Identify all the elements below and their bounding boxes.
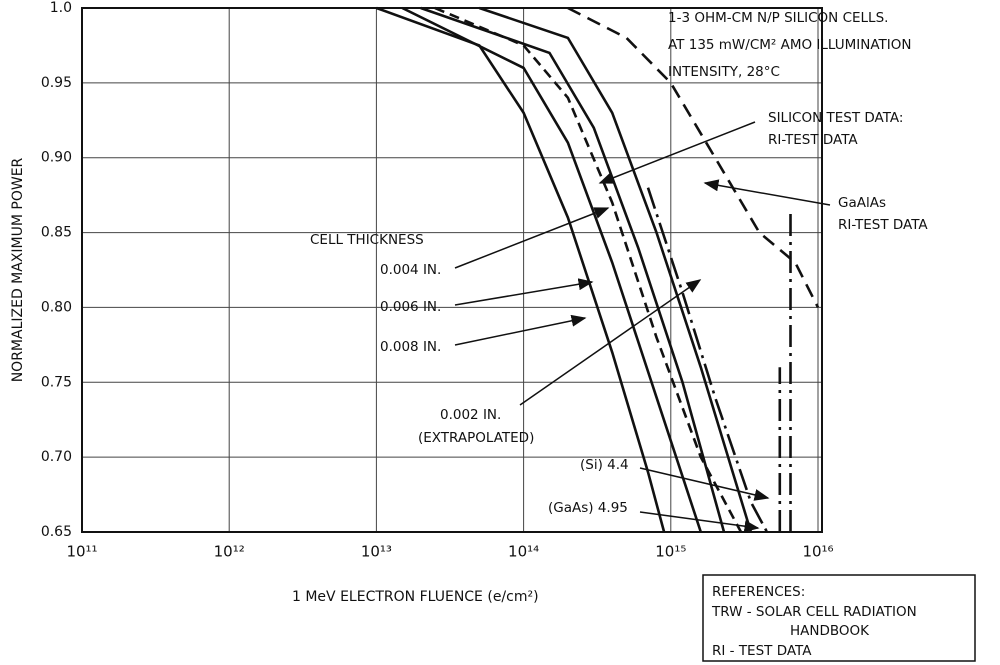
arrow bbox=[703, 179, 831, 206]
references-box bbox=[702, 574, 976, 662]
series-line bbox=[434, 6, 743, 533]
arrow bbox=[519, 279, 702, 406]
plot-frame bbox=[81, 7, 823, 533]
annotation: AT 135 mW/CM² AMO ILLUMINATION bbox=[668, 37, 912, 53]
x-tick-label: 10¹⁵ bbox=[655, 543, 686, 561]
annotations: 1-3 OHM-CM N/P SILICON CELLS. AT 135 mW/… bbox=[310, 10, 928, 516]
y-tick-label: 0.95 bbox=[41, 75, 72, 91]
annotation: INTENSITY, 28°C bbox=[668, 64, 780, 80]
x-tick-label: 10¹¹ bbox=[66, 543, 97, 561]
y-tick-label: 0.85 bbox=[41, 225, 72, 241]
y-tick-label: 0.90 bbox=[41, 150, 72, 166]
series-line bbox=[420, 6, 726, 533]
series-line bbox=[478, 6, 753, 533]
annotation: GaAlAs bbox=[838, 195, 886, 211]
y-tick-label: 1.0 bbox=[50, 0, 72, 16]
y-axis-label: NORMALIZED MAXIMUM POWER bbox=[10, 157, 26, 382]
annotation: CELL THICKNESS bbox=[310, 232, 424, 248]
reference: REFERENCES: bbox=[712, 584, 805, 600]
arrow bbox=[454, 314, 587, 346]
y-tick-label: 0.70 bbox=[41, 449, 72, 465]
series-line bbox=[646, 187, 769, 533]
arrow bbox=[598, 121, 756, 184]
reference: TRW - SOLAR CELL RADIATION bbox=[711, 604, 917, 620]
x-tick-label: 10¹⁴ bbox=[508, 543, 539, 561]
annotation: 0.006 IN. bbox=[380, 299, 441, 315]
annotation: SILICON TEST DATA: bbox=[768, 110, 903, 126]
reference: HANDBOOK bbox=[790, 623, 870, 639]
annotation: 0.002 IN. bbox=[440, 407, 501, 423]
annotation: RI-TEST DATA bbox=[768, 132, 858, 148]
x-axis-label: 1 MeV ELECTRON FLUENCE (e/cm²) bbox=[292, 589, 539, 605]
annotation: 1-3 OHM-CM N/P SILICON CELLS. bbox=[668, 10, 888, 26]
plot-area bbox=[81, 6, 822, 533]
arrow bbox=[454, 278, 594, 306]
y-tick-label: 0.80 bbox=[41, 299, 72, 315]
annotation: (GaAs) 4.95 bbox=[548, 500, 628, 516]
arrow bbox=[639, 467, 770, 501]
y-tick-label: 0.75 bbox=[41, 374, 72, 390]
annotation: 0.004 IN. bbox=[380, 262, 441, 278]
series-line bbox=[401, 6, 703, 533]
annotation: (EXTRAPOLATED) bbox=[418, 430, 534, 446]
x-tick-label: 10¹² bbox=[214, 543, 245, 561]
arrow bbox=[454, 207, 610, 269]
annotation: (Si) 4.4 bbox=[580, 457, 629, 473]
x-tick-label: 10¹³ bbox=[361, 543, 392, 561]
y-tick-label: 0.65 bbox=[41, 524, 72, 540]
arrow bbox=[639, 511, 760, 533]
annotation: RI-TEST DATA bbox=[838, 217, 928, 233]
x-tick-label: 10¹⁶ bbox=[802, 543, 833, 561]
arrows bbox=[454, 121, 831, 533]
annotation: 0.008 IN. bbox=[380, 339, 441, 355]
reference: RI - TEST DATA bbox=[712, 643, 812, 659]
